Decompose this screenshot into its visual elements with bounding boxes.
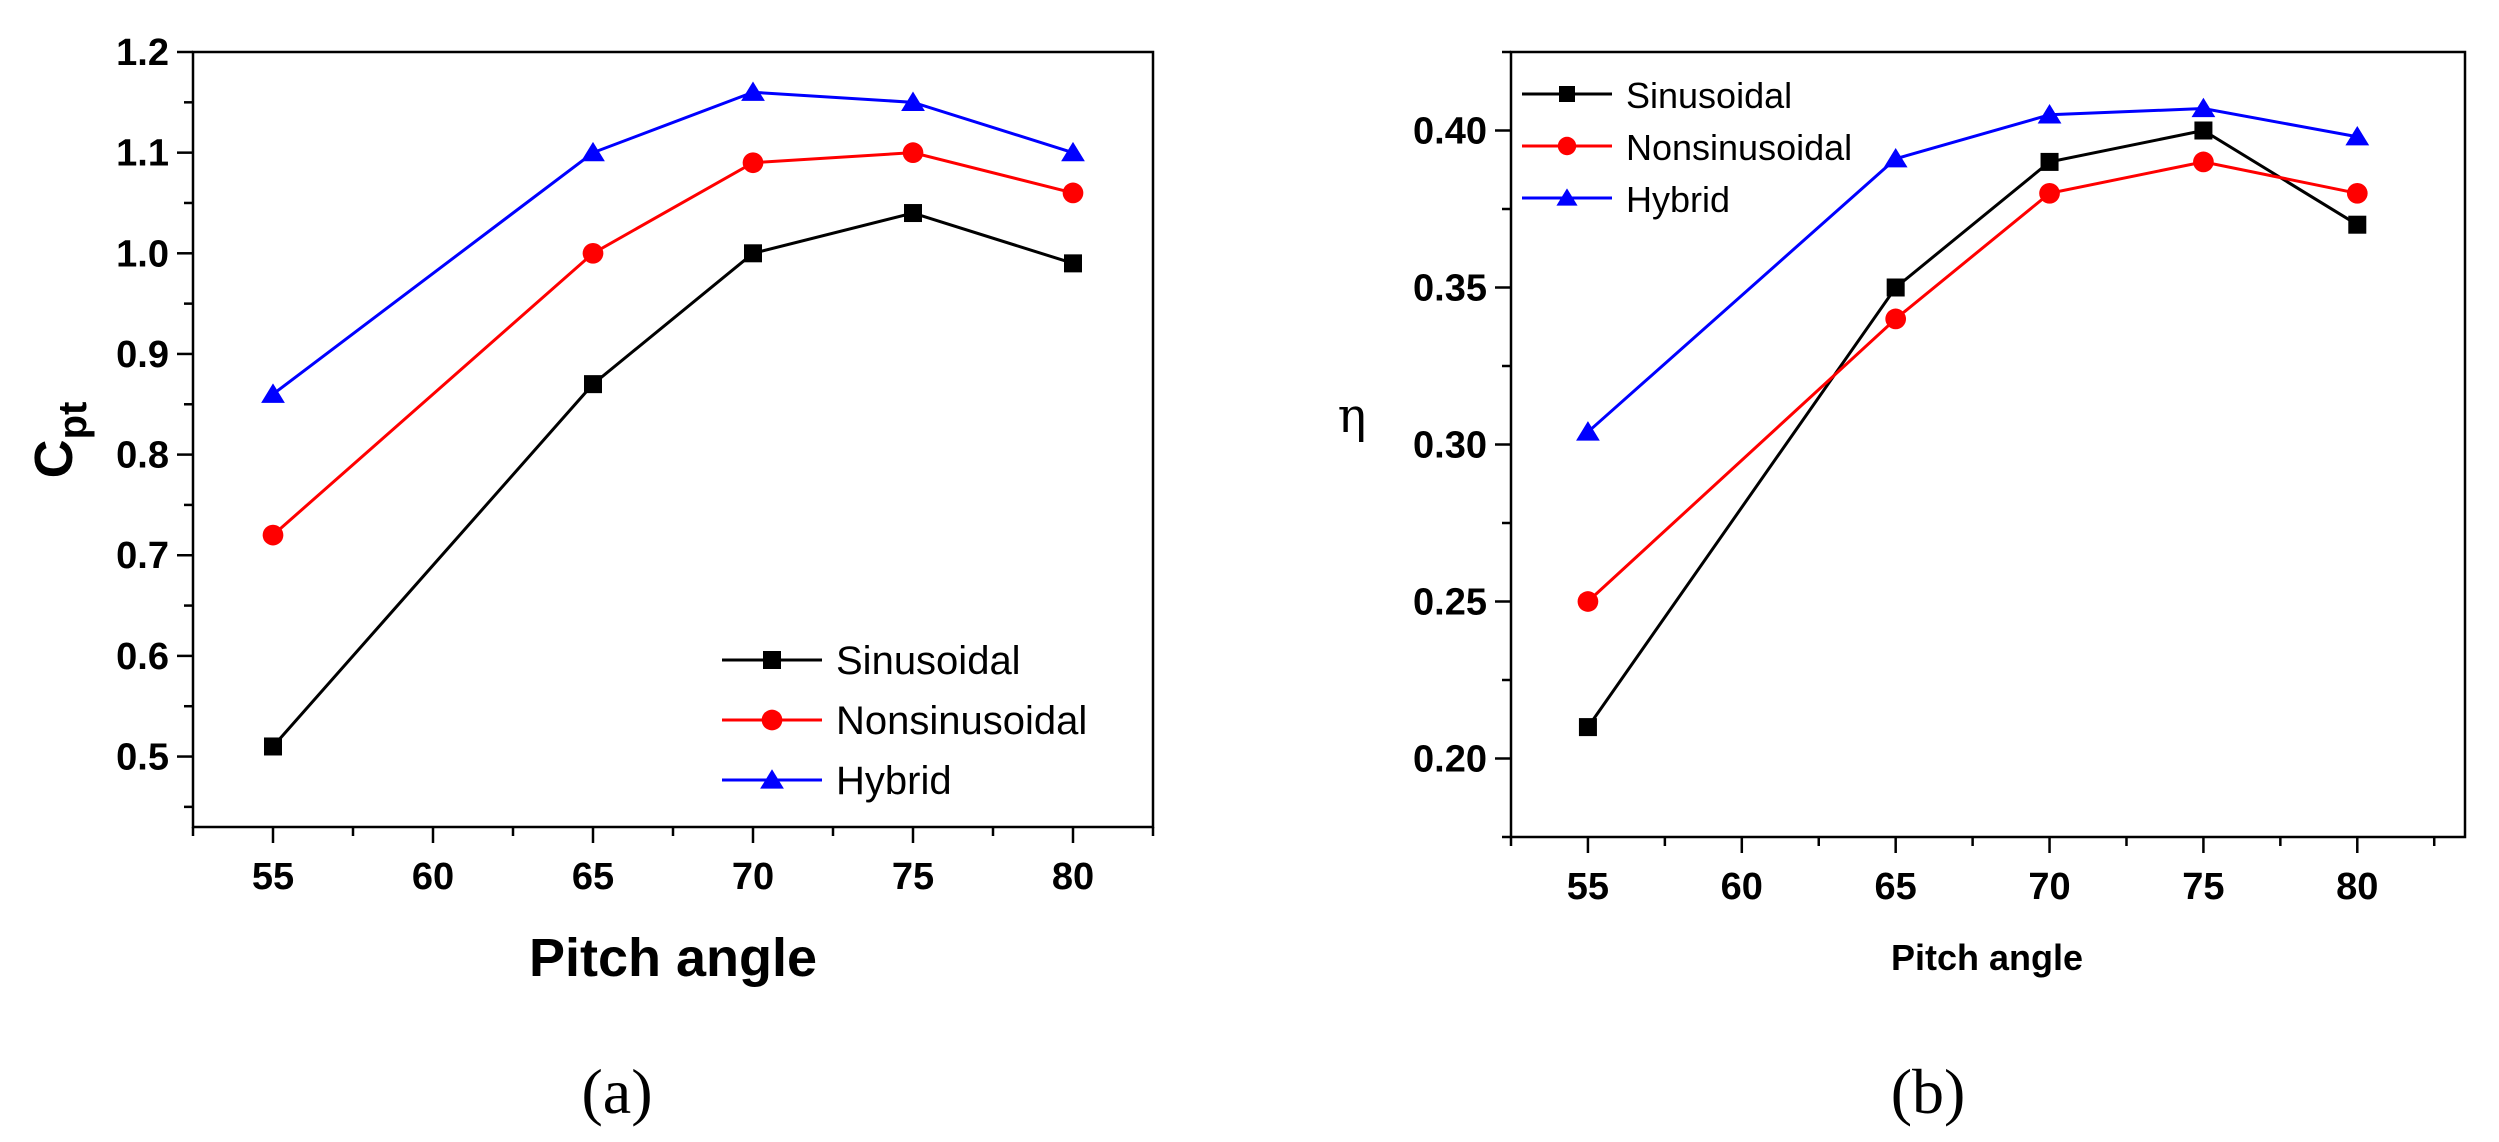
x-tick-label: 70 (732, 856, 774, 898)
x-axis-title: Pitch angle (1891, 937, 2083, 978)
series-sinusoidal (1578, 121, 2367, 737)
series-line (1586, 160, 2358, 603)
panel-caption: (b) (1891, 1056, 1966, 1127)
data-point (2345, 125, 2370, 146)
x-tick-label: 80 (2336, 866, 2378, 908)
data-point (904, 204, 922, 223)
y-tick-label: 1.1 (116, 133, 169, 175)
series-nonsinusoidal (262, 142, 1084, 546)
data-point (2191, 97, 2216, 118)
series-sinusoidal (264, 204, 1082, 756)
legend-label: Sinusoidal (1626, 75, 1792, 116)
y-axis-title: Cpt (24, 402, 95, 479)
legend-marker (1556, 188, 1578, 206)
x-tick-label: 80 (1052, 856, 1094, 898)
legend-label: Hybrid (836, 759, 952, 803)
y-axis-title-sub: pt (51, 402, 95, 440)
y-tick-label: 0.20 (1413, 739, 1487, 781)
legend-marker (1557, 136, 1577, 156)
legend-label: Hybrid (1626, 179, 1730, 220)
data-point (581, 141, 605, 162)
series-nonsinusoidal (1577, 151, 2368, 612)
y-tick-label: 0.25 (1413, 582, 1487, 624)
y-tick-label: 0.5 (116, 737, 169, 779)
data-point (2346, 182, 2368, 204)
legend-label: Nonsinusoidal (1626, 127, 1852, 168)
data-point (1061, 141, 1085, 162)
series-line (272, 90, 1074, 396)
data-point (1883, 147, 1908, 168)
y-axis-title-main: C (24, 439, 84, 478)
legend: Sinusoidal Nonsinusoidal Hybrid (1522, 75, 1852, 220)
x-tick-label: 55 (252, 856, 294, 898)
data-point (261, 383, 285, 403)
y-axis-title: η (1338, 388, 1367, 444)
data-point (584, 375, 602, 394)
y-tick-label: 0.9 (116, 334, 169, 376)
x-axis-title: Pitch angle (529, 928, 817, 988)
x-tick-label: 75 (892, 856, 934, 898)
data-point (1576, 421, 1600, 441)
legend: Sinusoidal Nonsinusoidal Hybrid (722, 639, 1087, 803)
data-point (744, 244, 762, 263)
y-tick-label: 1.0 (116, 233, 169, 275)
y-tick-label: 0.30 (1413, 425, 1487, 467)
y-tick-label: 0.6 (116, 636, 169, 678)
data-point (582, 242, 604, 264)
plot-frame (1509, 50, 2467, 839)
y-tick-label: 0.35 (1413, 268, 1487, 310)
x-tick-label: 60 (1721, 866, 1763, 908)
data-point (902, 142, 924, 163)
data-point (901, 91, 925, 111)
data-point (1885, 308, 1907, 330)
legend-marker (763, 651, 781, 669)
x-tick-label: 60 (412, 856, 454, 898)
data-point (2039, 182, 2060, 204)
data-point (2193, 151, 2214, 173)
data-point (1064, 254, 1082, 273)
chart-panel-a: 55 60 65 70 75 80 0.5 0.6 0.7 0.8 0.9 1.0 1.1 1.2 Pitc… (24, 32, 1155, 1127)
legend-label: Sinusoidal (836, 639, 1021, 683)
data-point (2348, 215, 2367, 234)
data-point (1577, 591, 1599, 612)
y-tick-label: 1.2 (116, 32, 169, 74)
data-point (741, 81, 765, 101)
data-point (2037, 104, 2062, 124)
data-point (1578, 718, 1597, 737)
legend-marker (1559, 86, 1575, 102)
x-tick-label: 55 (1567, 866, 1609, 908)
data-point (1062, 182, 1084, 204)
x-tick-label: 70 (2028, 866, 2070, 908)
data-point (1886, 278, 1905, 297)
y-tick-label: 0.8 (116, 435, 169, 477)
chart-panel-b: 55 60 65 70 75 80 0.20 0.25 0.30 0.35 0.40 Pitch an… (1338, 50, 2467, 1127)
data-point (2040, 152, 2059, 171)
series-line (272, 151, 1074, 537)
panel-caption: (a) (581, 1056, 652, 1127)
data-point (262, 524, 284, 546)
y-tick-label: 0.40 (1413, 111, 1487, 153)
series-hybrid (261, 81, 1085, 403)
legend-label: Nonsinusoidal (836, 699, 1087, 743)
data-point (264, 737, 282, 756)
x-tick-label: 65 (1875, 866, 1917, 908)
x-tick-label: 65 (572, 856, 614, 898)
legend-marker (761, 709, 783, 731)
x-tick-label: 75 (2182, 866, 2224, 908)
legend-marker (760, 769, 784, 789)
data-point (742, 152, 764, 174)
y-tick-label: 0.7 (116, 535, 169, 577)
series-hybrid (1576, 97, 2370, 441)
data-point (2194, 121, 2213, 140)
